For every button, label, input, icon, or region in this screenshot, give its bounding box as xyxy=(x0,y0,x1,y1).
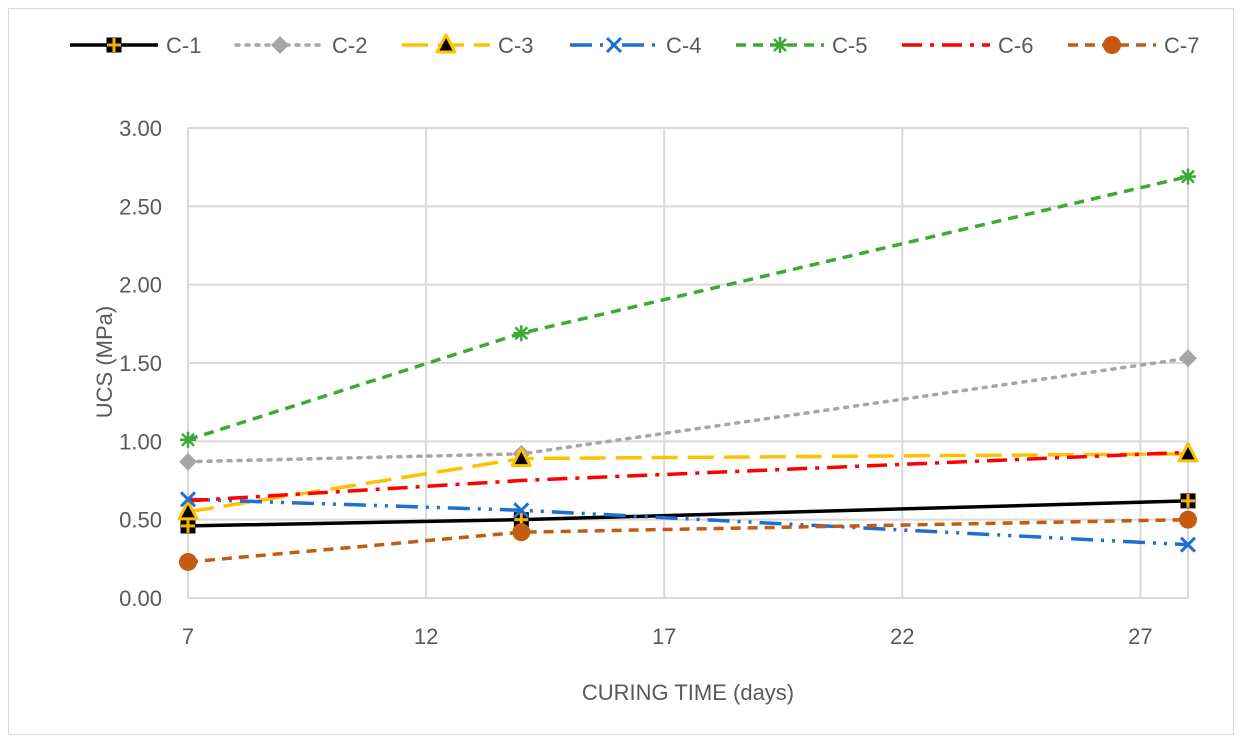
legend-item-c-3: C-3 xyxy=(402,33,533,58)
x-axis-title: CURING TIME (days) xyxy=(582,680,794,705)
legend-marker xyxy=(106,37,122,53)
series-lines xyxy=(186,174,1190,564)
y-tick-label: 0.50 xyxy=(119,508,162,533)
x-tick-label: 27 xyxy=(1128,624,1152,649)
data-point-c-4 xyxy=(513,502,530,519)
tick-labels: 0.00 0.50 1.00 1.50 2.00 2.50 3.00 7 12 17 22 27 xyxy=(119,116,1152,649)
y-tick-label: 1.00 xyxy=(119,429,162,454)
legend-marker xyxy=(1103,36,1121,54)
data-point-c-3 xyxy=(510,447,532,468)
legend-item-c-1: C-1 xyxy=(70,33,201,58)
data-point-c-1 xyxy=(180,518,196,534)
data-point-c-1 xyxy=(1180,493,1196,509)
legend-label: C-3 xyxy=(498,33,533,58)
data-point-c-2 xyxy=(1179,349,1197,368)
y-tick-label: 0.00 xyxy=(119,586,162,611)
legend-label: C-1 xyxy=(166,33,201,58)
x-tick-label: 17 xyxy=(652,624,676,649)
legend-marker xyxy=(772,37,788,53)
gridlines xyxy=(187,127,1189,599)
legend-label: C-2 xyxy=(332,33,367,58)
x-tick-label: 12 xyxy=(414,624,438,649)
data-point-c-7 xyxy=(512,523,531,542)
y-tick-label: 2.00 xyxy=(119,273,162,298)
legend-item-c-7: C-7 xyxy=(1068,33,1199,58)
legend-item-c-2: C-2 xyxy=(234,33,367,58)
y-axis-title: UCS (MPa) xyxy=(92,306,117,418)
series-line-c-3 xyxy=(187,452,1189,514)
legend-marker xyxy=(435,33,457,54)
legend-marker xyxy=(271,36,289,54)
y-tick-label: 1.50 xyxy=(119,351,162,376)
data-point-c-7 xyxy=(1179,510,1197,529)
data-point-c-7 xyxy=(179,552,197,571)
series-line-c-6 xyxy=(187,450,1189,503)
legend: C-1 C-2 C-3 C-4 C-5 C-6 C-7 xyxy=(70,33,1199,58)
series-line-c-5 xyxy=(187,174,1189,442)
data-point-c-4 xyxy=(1179,536,1197,553)
y-tick-label: 2.50 xyxy=(119,194,162,219)
legend-item-c-6: C-6 xyxy=(902,33,1033,58)
series-line-c-7 xyxy=(187,517,1189,564)
legend-label: C-6 xyxy=(998,33,1033,58)
y-tick-label: 3.00 xyxy=(119,116,162,141)
series-markers xyxy=(177,168,1199,571)
data-point-c-5 xyxy=(180,431,196,448)
x-tick-label: 7 xyxy=(182,624,194,649)
x-tick-label: 22 xyxy=(890,624,914,649)
data-point-c-5 xyxy=(1180,168,1196,185)
data-point-c-3 xyxy=(177,500,199,521)
chart-frame xyxy=(8,8,1234,735)
data-point-c-4 xyxy=(179,491,197,508)
legend-item-c-5: C-5 xyxy=(736,33,867,58)
legend-item-c-4: C-4 xyxy=(570,33,701,58)
legend-label: C-4 xyxy=(666,33,701,58)
data-point-c-3 xyxy=(1177,442,1199,463)
data-point-c-1 xyxy=(513,512,529,528)
legend-label: C-5 xyxy=(832,33,867,58)
legend-label: C-7 xyxy=(1164,33,1199,58)
data-point-c-2 xyxy=(179,452,197,471)
legend-marker xyxy=(605,36,623,54)
data-point-c-5 xyxy=(513,325,530,342)
series-line-c-2 xyxy=(186,356,1190,464)
